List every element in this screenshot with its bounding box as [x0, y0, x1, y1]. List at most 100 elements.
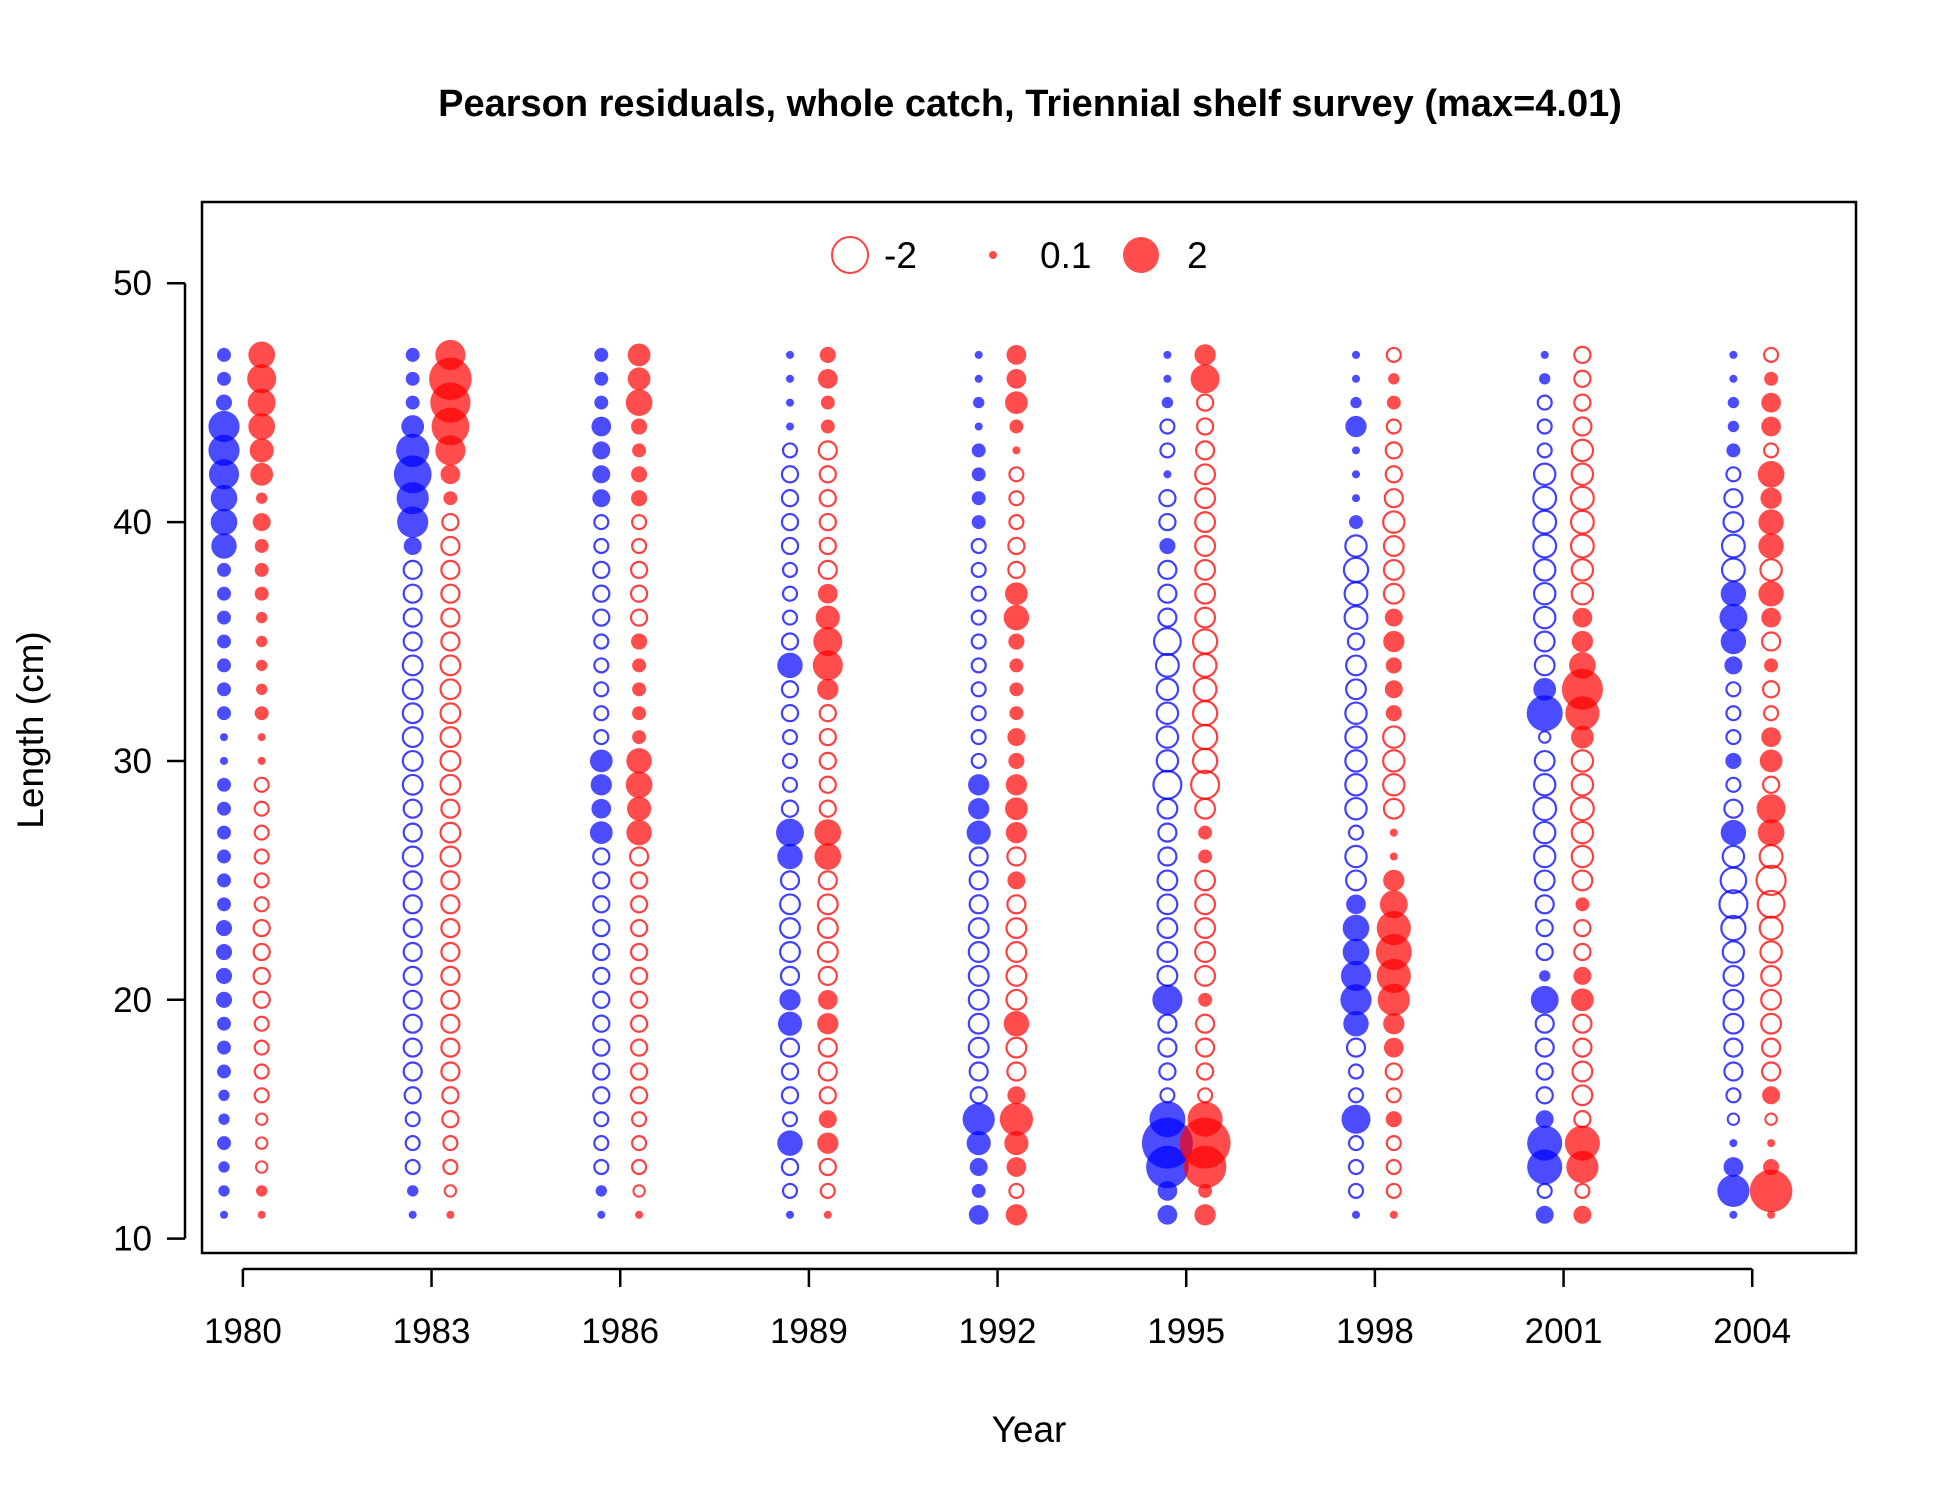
residual-bubble — [591, 798, 612, 819]
residual-bubble — [254, 539, 269, 553]
residual-bubble — [219, 756, 229, 765]
residual-bubble — [1163, 374, 1172, 383]
residual-bubble — [441, 1110, 460, 1129]
residual-bubble — [210, 508, 238, 536]
residual-bubble — [785, 350, 795, 359]
residual-bubble — [777, 1130, 803, 1156]
residual-bubble — [592, 966, 611, 986]
residual-bubble — [1156, 869, 1179, 892]
residual-bubble — [1197, 1087, 1214, 1104]
residual-bubble — [1012, 446, 1021, 455]
residual-bubble — [1376, 911, 1411, 946]
y-axis: 10 20 30 40 50 — [113, 264, 187, 1259]
residual-bubble — [1758, 533, 1784, 559]
residual-bubble — [1195, 393, 1215, 412]
residual-bubble — [1722, 964, 1745, 987]
legend: -2 0.1 2 — [831, 235, 1208, 276]
residual-bubble — [1533, 677, 1557, 701]
residual-bubble — [404, 1135, 421, 1152]
residual-bubble — [256, 635, 268, 648]
residual-bubble — [1763, 705, 1780, 722]
residual-bubble — [592, 871, 611, 890]
residual-bubble — [1570, 773, 1595, 797]
residual-bubble — [1727, 396, 1740, 409]
residual-bubble — [1149, 1101, 1186, 1138]
residual-bubble — [1157, 607, 1178, 628]
residual-bubble — [631, 1135, 648, 1152]
residual-bubble — [1351, 374, 1361, 383]
residual-bubble — [818, 536, 837, 556]
residual-bubble — [1159, 537, 1176, 555]
residual-bubble — [443, 491, 458, 506]
residual-bubble — [402, 1037, 423, 1058]
residual-bubble — [1346, 632, 1366, 651]
residual-bubble — [1389, 828, 1398, 837]
residual-bubble — [1191, 628, 1219, 655]
residual-bubble — [818, 751, 837, 771]
residual-bubble — [1570, 844, 1595, 869]
residual-bubble — [779, 1037, 801, 1058]
residual-bubble — [1532, 558, 1557, 582]
residual-bubble — [592, 895, 611, 914]
x-tick-label: 1980 — [204, 1312, 282, 1351]
residual-bubble — [439, 845, 462, 868]
residual-bubble — [631, 537, 648, 555]
residual-bubble — [217, 706, 231, 721]
residual-bubble — [256, 611, 268, 624]
residual-bubble — [629, 990, 649, 1009]
residual-bubble — [1532, 509, 1558, 535]
residual-bubble — [816, 941, 839, 963]
residual-bubble — [402, 1013, 423, 1034]
residual-bubble — [1759, 940, 1783, 964]
residual-bubble — [1006, 846, 1027, 867]
residual-bubble — [631, 466, 648, 483]
residual-bubble — [1156, 893, 1179, 916]
residual-bubble — [217, 897, 231, 912]
residual-bubble — [1571, 725, 1594, 749]
residual-bubble — [1156, 964, 1179, 987]
residual-bubble — [257, 733, 266, 742]
residual-bubble — [631, 1111, 648, 1128]
residual-bubble — [1005, 391, 1028, 414]
residual-bubble — [1573, 966, 1592, 985]
residual-bubble — [592, 942, 611, 962]
residual-bubble — [1006, 1061, 1027, 1082]
residual-bubble — [1755, 864, 1787, 897]
residual-bubble — [1005, 988, 1028, 1011]
residual-bubble — [1532, 820, 1557, 845]
residual-bubble — [1350, 396, 1362, 409]
residual-bubble — [817, 1013, 839, 1035]
residual-bubble — [592, 1014, 611, 1033]
residual-bubble — [256, 1185, 268, 1197]
residual-bubble — [780, 1062, 800, 1081]
residual-bubble — [253, 872, 270, 889]
residual-bubble — [217, 801, 231, 816]
residual-bubble — [818, 775, 837, 794]
residual-bubble — [1194, 535, 1217, 557]
y-tick-label: 50 — [113, 264, 152, 303]
residual-bubble — [1725, 752, 1742, 769]
x-tick-label: 2001 — [1525, 1312, 1603, 1351]
residual-bubble — [1571, 630, 1594, 653]
residual-bubble — [632, 443, 647, 458]
residual-bubble — [1382, 773, 1406, 797]
residual-bubble — [970, 633, 987, 650]
residual-bubble — [1194, 941, 1217, 963]
residual-bubble — [627, 367, 651, 391]
residual-bubble — [208, 459, 240, 490]
residual-bubble — [974, 374, 983, 383]
residual-bubble — [818, 727, 837, 747]
residual-bubble — [404, 1158, 421, 1176]
residual-bubble — [1159, 442, 1176, 459]
residual-bubble — [1384, 680, 1403, 699]
residual-bubble — [781, 776, 799, 793]
residual-bubble — [974, 350, 983, 359]
residual-bubble — [1198, 849, 1213, 864]
residual-bubble — [440, 464, 461, 485]
residual-bubble — [1152, 627, 1182, 656]
residual-bubble — [1005, 774, 1028, 796]
residual-bubble — [592, 1086, 611, 1105]
residual-bubble — [442, 1135, 459, 1152]
residual-bubble — [402, 631, 423, 652]
residual-bubble — [1722, 1012, 1745, 1035]
